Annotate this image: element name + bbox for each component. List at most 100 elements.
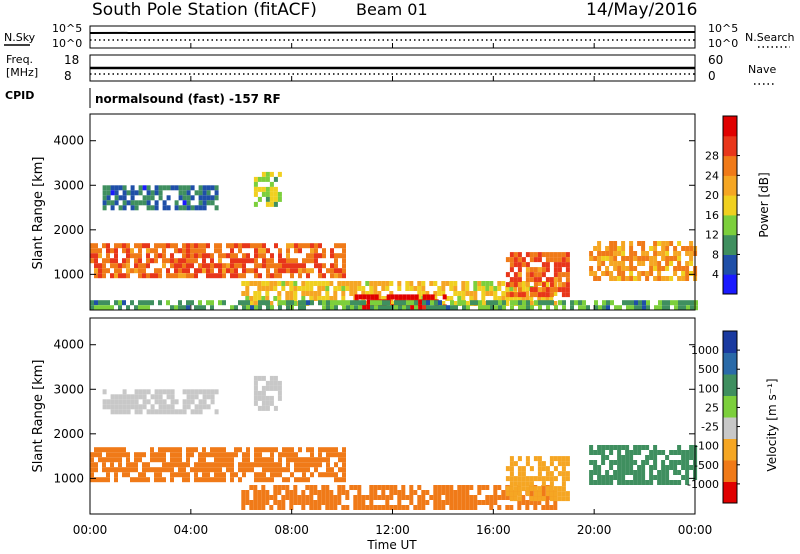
power-cell <box>305 286 310 291</box>
velocity-cell <box>449 505 454 510</box>
velocity-cell <box>257 495 262 500</box>
velocity-cell <box>529 466 534 472</box>
power-cell <box>505 301 510 306</box>
velocity-cell <box>309 490 314 495</box>
power-cell <box>118 300 122 306</box>
power-cell <box>174 305 178 311</box>
time-tick-label: 00:00 <box>678 523 713 537</box>
power-cell <box>449 296 454 301</box>
date-label: 14/May/2016 <box>586 0 698 20</box>
velocity-cell <box>541 490 546 495</box>
power-cell <box>194 205 199 211</box>
velocity-cell <box>589 460 594 465</box>
power-cell <box>114 258 118 264</box>
power-cell <box>293 281 298 286</box>
velocity-cell <box>98 452 102 458</box>
velocity-cell <box>154 394 159 400</box>
velocity-cell <box>118 404 123 410</box>
power-cell <box>662 305 666 311</box>
power-cell <box>182 205 187 211</box>
velocity-cell <box>325 490 330 495</box>
power-cell <box>649 256 654 261</box>
power-cell <box>613 251 618 256</box>
velocity-cell <box>429 495 434 500</box>
power-cell <box>430 300 434 306</box>
power-cell <box>318 273 322 279</box>
power-cell <box>273 176 278 182</box>
velocity-cell <box>369 485 374 490</box>
power-cell <box>250 243 254 249</box>
power-colorbar-swatch <box>723 195 737 216</box>
power-cell <box>114 248 118 254</box>
velocity-cell <box>545 505 550 510</box>
power-cell <box>542 300 546 306</box>
power-cell <box>513 252 518 258</box>
power-cell <box>629 261 634 266</box>
velocity-cell <box>294 452 298 458</box>
velocity-cell <box>330 452 334 458</box>
velocity-cell <box>262 467 266 473</box>
power-cell <box>190 253 194 259</box>
velocity-cell <box>457 495 462 500</box>
power-cell <box>342 263 346 269</box>
velocity-cell <box>94 462 98 468</box>
power-cell <box>194 258 198 264</box>
power-cell <box>525 272 530 278</box>
velocity-cell <box>541 476 546 482</box>
velocity-cell <box>214 447 218 453</box>
velocity-cell <box>525 461 530 467</box>
velocity-cell <box>445 500 450 505</box>
velocity-cell <box>110 462 114 468</box>
power-cell <box>321 286 326 291</box>
power-cell <box>550 300 554 306</box>
velocity-cell <box>261 500 266 505</box>
power-cell <box>549 296 554 301</box>
power-cell <box>673 266 678 271</box>
velocity-cell <box>342 462 346 468</box>
power-cell <box>290 263 294 269</box>
velocity-cell <box>170 457 174 463</box>
power-cell <box>309 296 314 301</box>
power-cell <box>94 273 98 279</box>
power-cell <box>514 300 518 306</box>
power-cell <box>298 300 302 306</box>
velocity-cell <box>521 471 526 477</box>
velocity-cell <box>305 485 310 490</box>
velocity-cell <box>130 404 135 410</box>
power-cell <box>134 305 138 311</box>
power-cell <box>637 256 642 261</box>
power-cell <box>605 251 610 256</box>
power-cell <box>306 243 310 249</box>
power-cell <box>298 243 302 249</box>
velocity-cell <box>597 465 602 470</box>
velocity-cell <box>421 490 426 495</box>
velocity-cell <box>142 472 146 478</box>
velocity-cell <box>369 490 374 495</box>
velocity-cell <box>118 399 123 405</box>
power-cell <box>385 281 390 286</box>
velocity-cell <box>565 471 570 477</box>
power-cell <box>521 281 526 286</box>
power-cell <box>674 305 678 311</box>
velocity-cell <box>270 452 274 458</box>
power-cell <box>525 277 530 283</box>
power-cell <box>134 258 138 264</box>
power-cell <box>433 291 438 296</box>
power-cell <box>641 241 646 246</box>
power-cell <box>102 258 106 264</box>
power-cell <box>138 273 142 279</box>
power-cell <box>322 305 326 311</box>
power-cell <box>206 195 211 201</box>
velocity-cell <box>525 486 530 492</box>
power-cell <box>422 294 427 300</box>
velocity-cell <box>146 389 151 395</box>
velocity-cell <box>126 394 131 400</box>
power-cell <box>546 300 550 306</box>
velocity-cell <box>433 485 438 490</box>
power-colorbar-swatch <box>723 254 737 275</box>
velocity-cell <box>110 409 115 415</box>
velocity-cell <box>102 457 106 463</box>
velocity-cell <box>433 495 438 500</box>
power-cell <box>389 291 394 296</box>
power-cell <box>518 300 522 306</box>
